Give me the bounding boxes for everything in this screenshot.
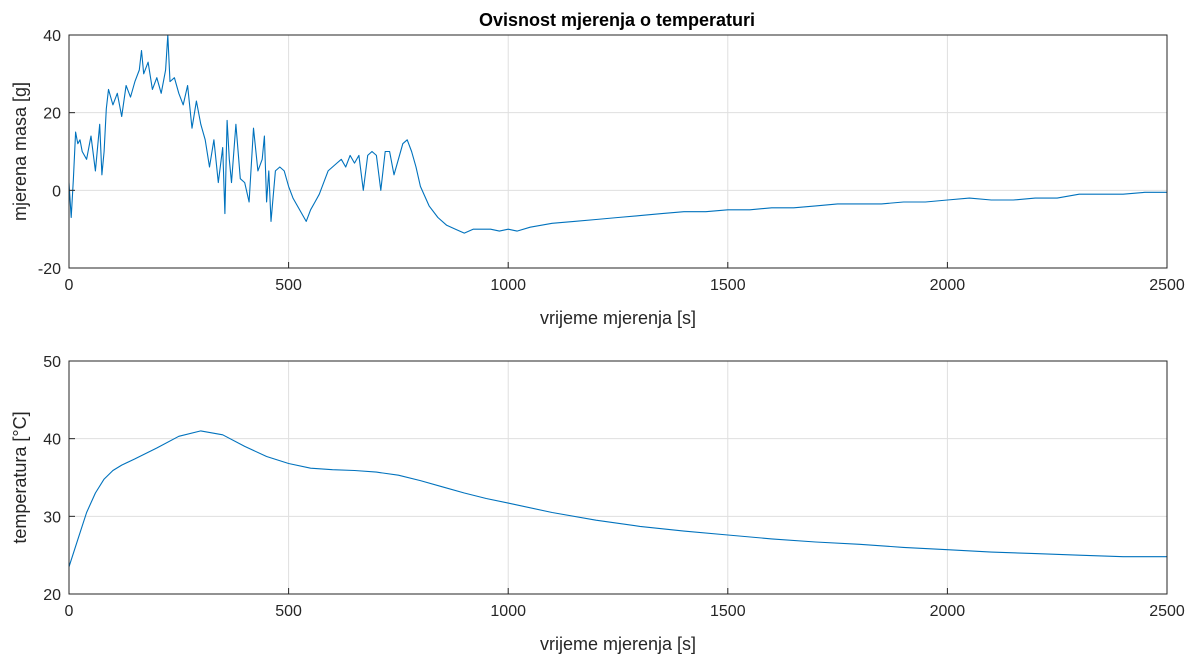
x-tick-label: 2500 xyxy=(1149,603,1185,620)
x-tick-label: 1500 xyxy=(710,277,746,294)
x-tick-label: 2000 xyxy=(930,277,966,294)
bottom-plot-ylabel: temperatura [°C] xyxy=(10,411,30,543)
temperature-series-line xyxy=(68,430,1167,567)
y-tick-label: 20 xyxy=(43,106,61,123)
top-plot-grid xyxy=(69,35,1167,268)
x-tick-label: 2000 xyxy=(930,603,966,620)
x-tick-label: 0 xyxy=(65,277,74,294)
bottom-plot-xlabel: vrijeme mjerenja [s] xyxy=(540,634,696,654)
top-plot-ylabel: mjerena masa [g] xyxy=(10,82,30,221)
y-tick-label: 50 xyxy=(43,354,61,371)
chart-title: Ovisnost mjerenja o temperaturi xyxy=(479,10,755,30)
mass-series-line xyxy=(68,34,1167,234)
x-tick-label: 500 xyxy=(275,277,302,294)
y-tick-label: 0 xyxy=(52,183,61,200)
y-tick-label: 40 xyxy=(43,432,61,449)
x-tick-label: 1000 xyxy=(490,603,526,620)
x-tick-label: 500 xyxy=(275,603,302,620)
x-tick-label: 1500 xyxy=(710,603,746,620)
x-tick-label: 0 xyxy=(65,603,74,620)
y-tick-label: 40 xyxy=(43,28,61,45)
y-tick-label: -20 xyxy=(38,261,61,278)
top-plot-xlabel: vrijeme mjerenja [s] xyxy=(540,308,696,328)
top-plot-axes-box xyxy=(68,34,1168,269)
x-tick-label: 1000 xyxy=(490,277,526,294)
bottom-plot: 0 500 1000 1500 2000 2500 20 30 40 50 vrijeme mje… xyxy=(10,354,1185,654)
y-tick-label: 30 xyxy=(43,509,61,526)
bottom-plot-ticks: 0 500 1000 1500 2000 2500 20 30 40 50 xyxy=(43,354,1185,620)
bottom-plot-grid xyxy=(69,361,1167,594)
bottom-plot-axes-box xyxy=(68,360,1168,595)
y-tick-label: 20 xyxy=(43,587,61,604)
x-tick-label: 2500 xyxy=(1149,277,1185,294)
